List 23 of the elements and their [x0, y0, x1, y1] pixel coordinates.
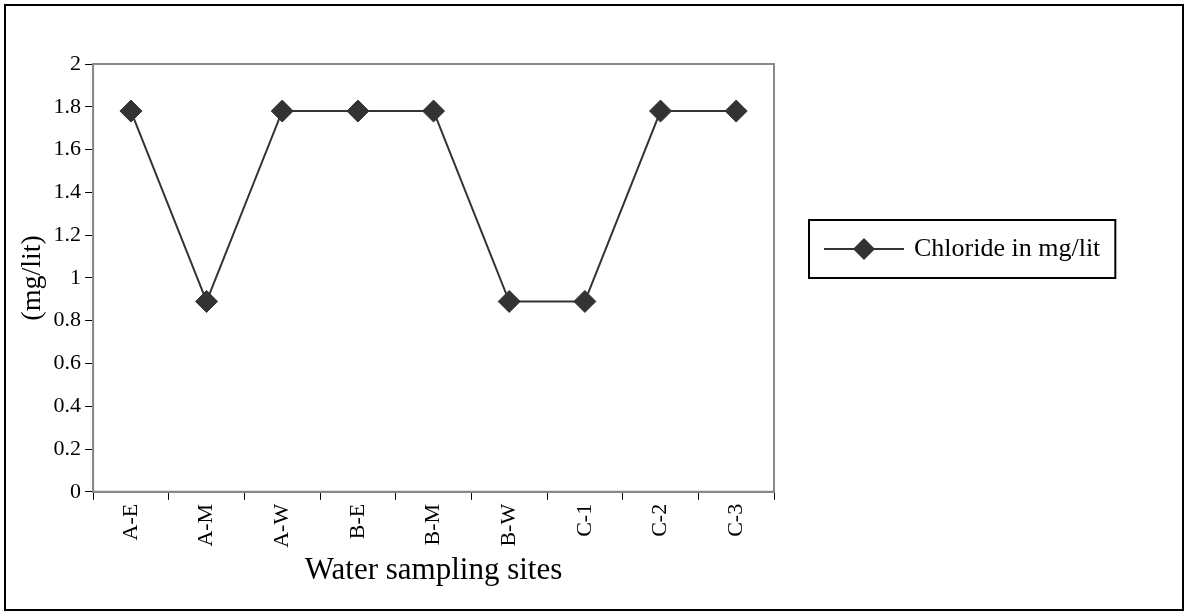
- x-tick-label: C-2: [646, 503, 672, 537]
- y-tick-label: 1.2: [53, 220, 82, 246]
- x-tick-label: C-1: [570, 503, 596, 537]
- y-tick-label: 0.8: [53, 306, 82, 332]
- y-tick-label: 1.8: [53, 92, 82, 118]
- x-tick-label: B-W: [494, 503, 520, 547]
- x-tick-label: A-E: [116, 503, 142, 541]
- x-tick-label: C-3: [721, 503, 747, 537]
- y-tick-label: 1: [70, 263, 82, 289]
- y-tick-label: 1.6: [53, 135, 82, 161]
- y-tick-label: 0.4: [53, 392, 82, 418]
- y-axis-title: (mg/lit): [15, 235, 47, 321]
- y-tick-label: 1.4: [53, 178, 82, 204]
- y-tick-label: 0: [70, 477, 82, 503]
- x-axis-title: Water sampling sites: [304, 550, 563, 586]
- x-tick-label: B-M: [419, 503, 445, 546]
- y-tick-label: 2: [70, 49, 82, 75]
- x-tick-label: A-W: [268, 503, 294, 548]
- x-tick-label: A-M: [192, 503, 218, 547]
- x-tick-label: B-E: [343, 503, 369, 540]
- legend-label: Chloride in mg/lit: [914, 232, 1102, 262]
- y-tick-label: 0.6: [53, 349, 82, 375]
- y-tick-label: 0.2: [53, 434, 82, 460]
